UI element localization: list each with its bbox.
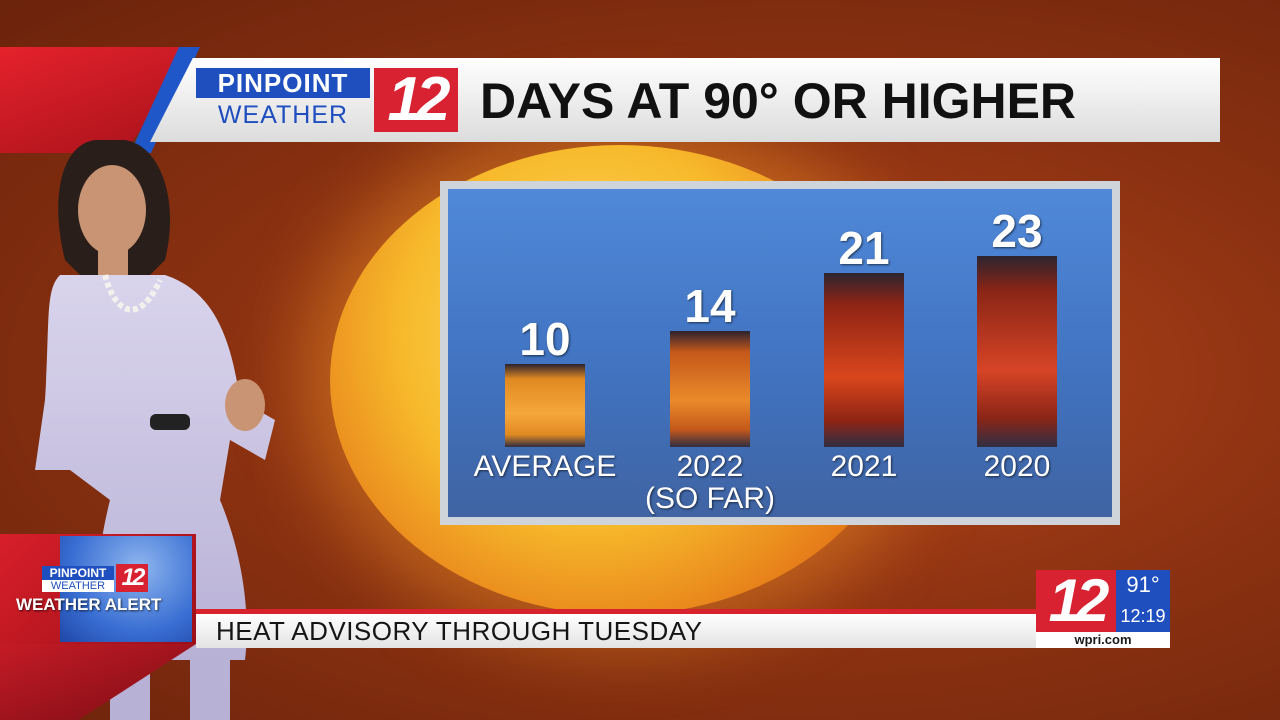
bar-value-label: 14 [684, 279, 736, 332]
alert-logo-weather: WEATHER [42, 580, 114, 592]
weather-alert-label: WEATHER ALERT [16, 595, 162, 614]
page-title: DAYS AT 90° OR HIGHER [480, 73, 1077, 129]
ticker-bar [196, 614, 1036, 648]
bar-value-label: 10 [519, 313, 571, 365]
bar-4 [977, 256, 1057, 447]
category-label: 2020 [983, 450, 1051, 483]
logo-pinpoint: PINPOINT [196, 68, 370, 98]
station-url: wpri.com [1036, 632, 1170, 648]
category-label: 2021 [830, 450, 898, 483]
station-info: 91° 12:19 [1116, 570, 1170, 632]
category-label: (SO FAR) [644, 482, 775, 515]
category-label: AVERAGE [473, 450, 617, 483]
bar-2 [670, 330, 750, 447]
bar-1 [505, 364, 585, 447]
alert-logo-pinpoint: PINPOINT [42, 566, 114, 580]
station-number: 12 [1036, 570, 1116, 632]
category-label: 2022 [676, 450, 744, 483]
alert-logo-number: 12 [116, 564, 148, 592]
logo-channel-number: 12 [374, 68, 458, 132]
current-time: 12:19 [1120, 606, 1166, 626]
ticker-accent [196, 609, 1036, 614]
bar-value-label: 21 [838, 221, 890, 274]
logo-weather: WEATHER [217, 101, 349, 129]
bar-3 [824, 272, 904, 447]
station-bug: 12 91° 12:19 wpri.com [1036, 570, 1170, 648]
current-temperature: 91° [1126, 572, 1160, 597]
bar-value-label: 23 [991, 205, 1043, 258]
ticker-text: HEAT ADVISORY THROUGH TUESDAY [216, 616, 703, 646]
station-logo: PINPOINT WEATHER 12 [196, 68, 458, 132]
